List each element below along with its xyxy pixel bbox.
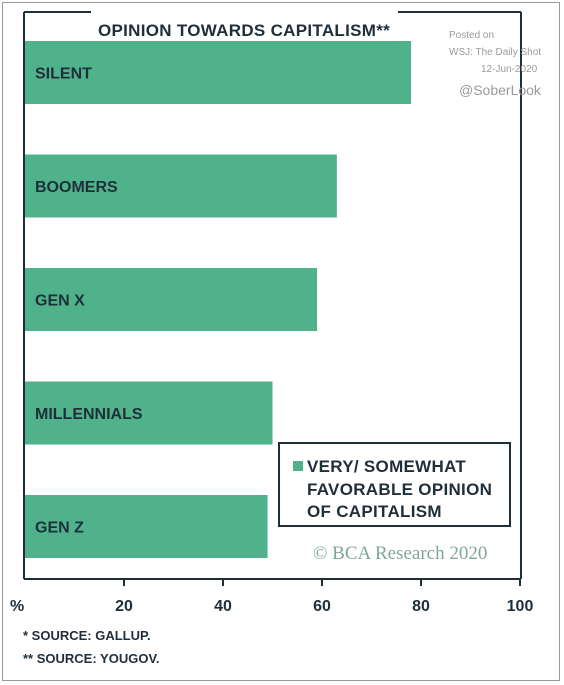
bars-group <box>25 41 412 558</box>
watermark-handle: @SoberLook <box>459 82 542 98</box>
legend-line-1: VERY/ SOMEWHAT <box>307 457 466 476</box>
category-label-gen-z: GEN Z <box>35 520 84 537</box>
bar-millennials <box>25 381 273 445</box>
x-tick-label-40: 40 <box>214 598 232 615</box>
brand-mark: © BCA Research 2020 <box>313 543 487 564</box>
watermark-date: 12-Jun-2020 <box>481 64 538 75</box>
legend-line-2: FAVORABLE OPINION <box>307 480 492 499</box>
legend-line-3: OF CAPITALISM <box>307 502 442 521</box>
x-unit-label: % <box>10 598 24 615</box>
legend: VERY/ SOMEWHAT FAVORABLE OPINION OF CAPI… <box>278 442 511 527</box>
watermark-source: WSJ: The Daily Shot <box>449 47 541 58</box>
x-ticks: 20 40 60 80 100 <box>115 579 533 615</box>
x-tick-label-100: 100 <box>507 598 534 615</box>
category-labels: SILENT BOOMERS GEN X MILLENNIALS GEN Z <box>35 66 143 537</box>
bar-silent <box>25 41 412 104</box>
x-tick-label-80: 80 <box>412 598 430 615</box>
category-label-silent: SILENT <box>35 66 92 83</box>
bar-gen-z <box>25 495 268 558</box>
bar-boomers <box>25 154 337 218</box>
category-label-millennials: MILLENNIALS <box>35 406 143 423</box>
watermark-posted: Posted on <box>449 30 494 41</box>
legend-swatch <box>293 461 303 471</box>
x-tick-label-60: 60 <box>313 598 331 615</box>
x-tick-label-20: 20 <box>115 598 133 615</box>
watermark: Posted on WSJ: The Daily Shot 12-Jun-202… <box>449 30 542 98</box>
bar-chart: OPINION TOWARDS CAPITALISM** SILENT BOOME… <box>10 11 542 666</box>
source-note-2: ** SOURCE: YOUGOV. <box>23 651 160 666</box>
chart-title: OPINION TOWARDS CAPITALISM** <box>98 21 390 40</box>
category-label-boomers: BOOMERS <box>35 179 118 196</box>
bar-gen-x <box>25 268 318 331</box>
legend-box <box>278 442 511 527</box>
category-label-gen-x: GEN X <box>35 293 85 310</box>
plot-axes <box>23 11 522 580</box>
source-note-1: * SOURCE: GALLUP. <box>23 628 151 643</box>
